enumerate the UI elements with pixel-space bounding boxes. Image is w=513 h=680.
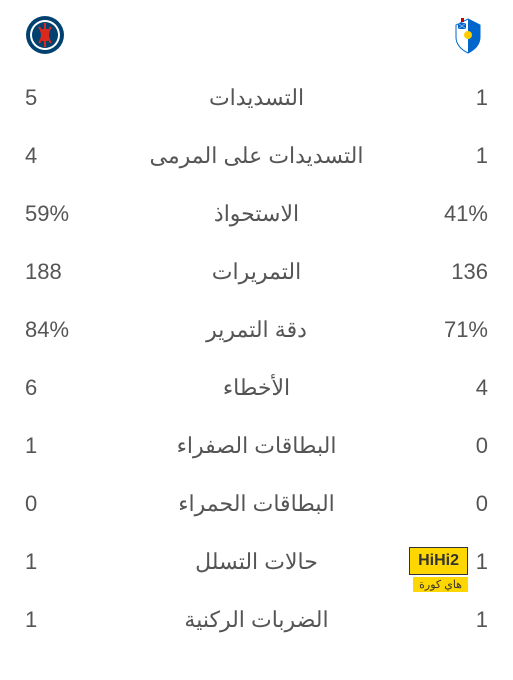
team-logo-right xyxy=(448,15,488,55)
stat-right-value: 0 xyxy=(428,491,488,517)
stat-label: دقة التمرير xyxy=(85,317,428,343)
stat-row-2: 59% الاستحواذ 41% xyxy=(25,201,488,227)
stat-label: الاستحواذ xyxy=(85,201,428,227)
stat-row-5: 6 الأخطاء 4 xyxy=(25,375,488,401)
stat-label: التسديدات xyxy=(85,85,428,111)
stat-row-4: 84% دقة التمرير 71% xyxy=(25,317,488,343)
stat-label: البطاقات الحمراء xyxy=(85,491,428,517)
stat-left-value: 188 xyxy=(25,259,85,285)
stat-label: التمريرات xyxy=(85,259,428,285)
stat-left-value: 6 xyxy=(25,375,85,401)
stat-left-value: 59% xyxy=(25,201,85,227)
psg-logo-icon xyxy=(25,15,65,55)
stat-row-0: 5 التسديدات 1 xyxy=(25,85,488,111)
stat-left-value: 4 xyxy=(25,143,85,169)
watermark-main: HiHi2 xyxy=(409,547,468,575)
stat-left-value: 1 xyxy=(25,549,85,575)
stat-left-value: 1 xyxy=(25,433,85,459)
stat-row-3: 188 التمريرات 136 xyxy=(25,259,488,285)
stat-left-value: 0 xyxy=(25,491,85,517)
stat-right-value: 71% xyxy=(428,317,488,343)
stat-right-value: 1 xyxy=(428,85,488,111)
stat-right-value: 1 xyxy=(428,143,488,169)
stat-right-value: 136 xyxy=(428,259,488,285)
stat-row-9: 1 الضربات الركنية 1 xyxy=(25,607,488,633)
stat-label: الضربات الركنية xyxy=(85,607,428,633)
stat-right-value: 0 xyxy=(428,433,488,459)
stat-left-value: 84% xyxy=(25,317,85,343)
team-logo-left xyxy=(25,15,65,55)
stat-label: حالات التسلل xyxy=(85,549,428,575)
stat-label: الأخطاء xyxy=(85,375,428,401)
stat-right-value: 41% xyxy=(428,201,488,227)
stat-left-value: 5 xyxy=(25,85,85,111)
stat-right-value: 1 xyxy=(428,607,488,633)
stat-row-6: 1 البطاقات الصفراء 0 xyxy=(25,433,488,459)
stat-label: التسديدات على المرمى xyxy=(85,143,428,169)
stat-row-1: 4 التسديدات على المرمى 1 xyxy=(25,143,488,169)
stat-left-value: 1 xyxy=(25,607,85,633)
stat-label: البطاقات الصفراء xyxy=(85,433,428,459)
header xyxy=(25,15,488,55)
real-sociedad-logo-icon xyxy=(448,15,488,55)
watermark-sub: هاي كورة xyxy=(413,577,468,592)
stat-row-7: 0 البطاقات الحمراء 0 xyxy=(25,491,488,517)
stat-right-value: 4 xyxy=(428,375,488,401)
